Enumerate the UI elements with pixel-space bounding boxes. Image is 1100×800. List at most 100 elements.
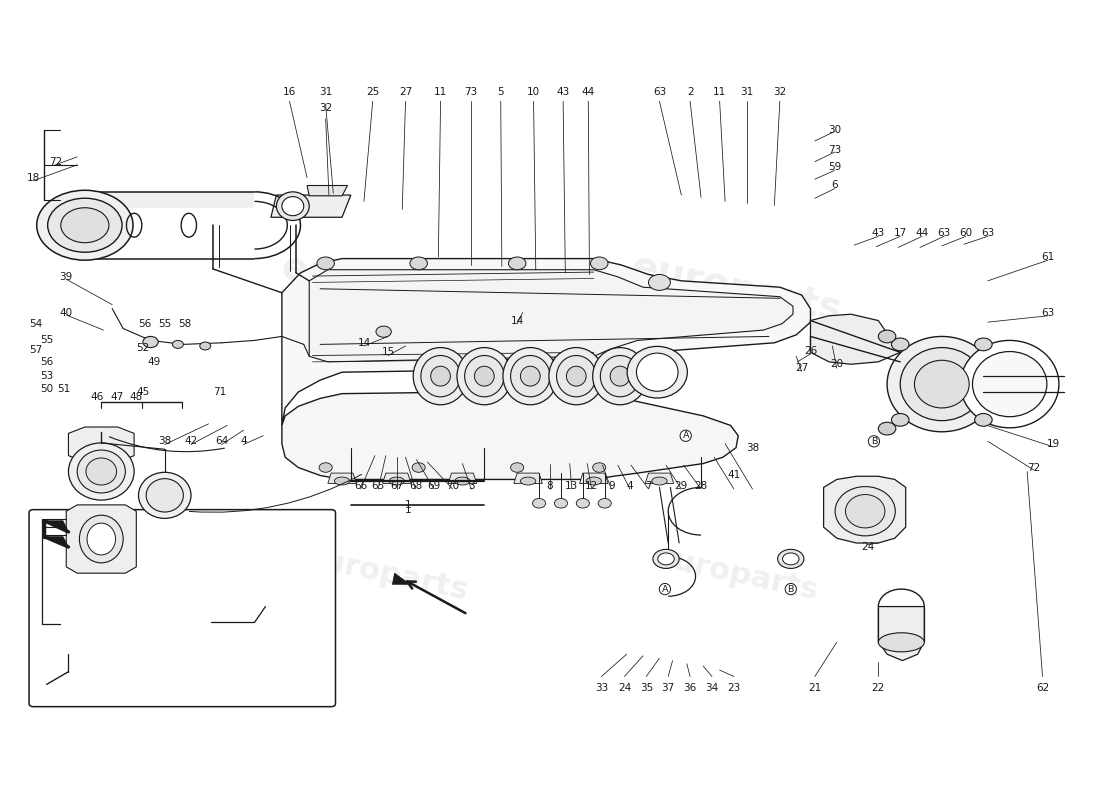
Polygon shape (514, 473, 542, 483)
Text: 67: 67 (390, 481, 404, 490)
Text: 29: 29 (674, 481, 688, 490)
Ellipse shape (334, 477, 350, 485)
Text: 5: 5 (497, 86, 504, 97)
Ellipse shape (68, 443, 134, 500)
Ellipse shape (601, 355, 640, 397)
Text: B: B (871, 437, 877, 446)
Ellipse shape (376, 326, 392, 338)
Ellipse shape (972, 351, 1047, 417)
Polygon shape (44, 521, 68, 532)
Text: 64: 64 (214, 436, 229, 446)
Text: 43: 43 (557, 86, 570, 97)
Text: 23: 23 (727, 682, 740, 693)
Polygon shape (282, 390, 738, 479)
Text: 43: 43 (871, 228, 886, 238)
Text: 16: 16 (283, 86, 296, 97)
Ellipse shape (532, 498, 546, 508)
Ellipse shape (878, 422, 895, 435)
Text: 1: 1 (405, 505, 411, 514)
Text: 4: 4 (240, 436, 246, 446)
Ellipse shape (317, 257, 334, 270)
Ellipse shape (653, 550, 679, 569)
Ellipse shape (79, 515, 123, 563)
Ellipse shape (474, 366, 494, 386)
Text: 14: 14 (358, 338, 371, 348)
Ellipse shape (593, 347, 648, 405)
Text: europarts: europarts (627, 248, 845, 330)
Ellipse shape (878, 330, 895, 342)
Polygon shape (68, 427, 134, 462)
Ellipse shape (410, 257, 428, 270)
Ellipse shape (637, 353, 678, 391)
Text: 52: 52 (136, 342, 150, 353)
Ellipse shape (412, 462, 426, 472)
Text: 17: 17 (893, 228, 906, 238)
Text: 44: 44 (582, 86, 595, 97)
Ellipse shape (431, 366, 450, 386)
Ellipse shape (47, 198, 122, 252)
Text: 68: 68 (409, 481, 422, 490)
Text: 56: 56 (40, 357, 53, 367)
Ellipse shape (586, 477, 602, 485)
Ellipse shape (510, 462, 524, 472)
Polygon shape (328, 473, 356, 483)
Polygon shape (85, 192, 254, 208)
Text: 58: 58 (178, 318, 191, 329)
FancyBboxPatch shape (29, 510, 336, 706)
Ellipse shape (591, 257, 608, 270)
Text: 19: 19 (1047, 438, 1060, 449)
Ellipse shape (835, 486, 895, 536)
Text: 3: 3 (468, 481, 474, 490)
Text: 24: 24 (861, 542, 875, 552)
Text: 11: 11 (713, 86, 726, 97)
Text: 50: 50 (40, 384, 53, 394)
Ellipse shape (782, 553, 799, 565)
Polygon shape (900, 346, 986, 420)
Ellipse shape (503, 347, 558, 405)
Text: 55: 55 (158, 318, 172, 329)
Ellipse shape (891, 338, 909, 350)
Ellipse shape (554, 498, 568, 508)
Ellipse shape (598, 498, 612, 508)
Polygon shape (393, 573, 410, 584)
Text: 45: 45 (136, 387, 150, 397)
Ellipse shape (77, 450, 125, 493)
Ellipse shape (464, 355, 504, 397)
Ellipse shape (900, 347, 983, 421)
Text: 42: 42 (185, 436, 198, 446)
Text: 63: 63 (937, 228, 950, 238)
Text: 38: 38 (158, 436, 172, 446)
Ellipse shape (778, 550, 804, 569)
Text: 53: 53 (40, 371, 53, 381)
Ellipse shape (557, 355, 596, 397)
Text: 14: 14 (510, 315, 524, 326)
Ellipse shape (658, 553, 674, 565)
Ellipse shape (282, 197, 304, 216)
Polygon shape (271, 195, 351, 218)
Text: 49: 49 (147, 357, 161, 367)
Text: 1: 1 (405, 500, 411, 510)
Text: 47: 47 (110, 392, 123, 402)
Ellipse shape (454, 477, 470, 485)
Text: 30: 30 (828, 125, 842, 135)
Text: europarts: europarts (651, 543, 822, 606)
Polygon shape (811, 314, 900, 364)
Text: 61: 61 (1042, 252, 1055, 262)
Text: 26: 26 (804, 346, 817, 356)
Ellipse shape (510, 355, 550, 397)
Text: 34: 34 (705, 682, 718, 693)
Text: 63: 63 (652, 86, 667, 97)
Ellipse shape (975, 414, 992, 426)
Text: A: A (662, 585, 668, 594)
Text: 11: 11 (433, 86, 448, 97)
Text: 73: 73 (464, 86, 477, 97)
Ellipse shape (414, 347, 468, 405)
Ellipse shape (887, 337, 997, 432)
Text: 70: 70 (446, 481, 459, 490)
Text: 40: 40 (59, 308, 73, 318)
Ellipse shape (86, 458, 117, 485)
Text: 60: 60 (959, 228, 972, 238)
Text: 4: 4 (627, 481, 634, 490)
Text: 27: 27 (399, 86, 412, 97)
Polygon shape (646, 473, 673, 483)
